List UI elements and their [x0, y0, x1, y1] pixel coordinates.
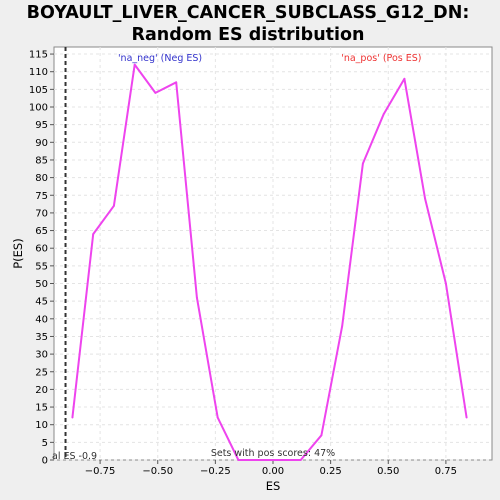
y-tick-label: 85 — [35, 155, 48, 166]
neg-es-label: 'na_neg' (Neg ES) — [118, 53, 202, 64]
y-tick-label: 90 — [35, 138, 48, 149]
y-tick-label: 55 — [35, 261, 48, 272]
data-point — [444, 282, 447, 285]
data-point — [92, 233, 95, 235]
data-point — [71, 416, 74, 419]
data-point — [113, 204, 115, 207]
chart-title: BOYAULT_LIVER_CANCER_SUBCLASS_G12_DN: — [27, 3, 470, 23]
x-tick-label: −0.25 — [200, 466, 231, 477]
data-point — [133, 63, 136, 66]
data-point — [154, 91, 157, 94]
y-tick-label: 45 — [35, 297, 48, 308]
y-tick-label: 5 — [42, 438, 48, 449]
y-axis: 0 5 10 15 20 25 30 35 40 45 50 55 60 65 70 75 80 85 90 95 10… — [29, 50, 54, 467]
data-point — [382, 113, 385, 115]
chart-subtitle: Random ES distribution — [131, 25, 364, 45]
y-tick-label: 80 — [35, 173, 48, 184]
y-tick-label: 30 — [35, 350, 48, 361]
y-tick-label: 100 — [29, 103, 48, 114]
y-tick-label: 105 — [29, 85, 48, 96]
data-point — [279, 459, 281, 461]
y-tick-label: 95 — [35, 120, 48, 131]
data-point — [341, 324, 344, 327]
actual-es-text: al ES -0.9 — [52, 451, 97, 462]
data-point — [196, 296, 198, 299]
y-tick-label: 20 — [35, 385, 48, 396]
y-tick-label: 10 — [35, 420, 48, 431]
y-tick-label: 0 — [42, 456, 48, 467]
data-point — [424, 197, 427, 200]
data-point — [320, 434, 323, 437]
es-distribution-line — [71, 63, 468, 461]
data-point — [403, 77, 406, 80]
y-tick-label: 40 — [35, 314, 48, 325]
y-tick-label: 65 — [35, 226, 48, 237]
y-tick-label: 25 — [35, 367, 48, 378]
y-tick-label: 110 — [29, 67, 48, 78]
pos-score-text: Sets with pos scores: 47% — [211, 448, 335, 459]
x-tick-label: −0.50 — [142, 466, 173, 477]
y-tick-label: 35 — [35, 332, 48, 343]
y-tick-label: 70 — [35, 208, 48, 219]
data-point — [299, 459, 302, 461]
y-tick-label: 60 — [35, 244, 48, 255]
x-tick-label: 0.75 — [435, 466, 457, 477]
data-point — [175, 81, 178, 84]
y-tick-label: 75 — [35, 191, 48, 202]
y-axis-label: P(ES) — [11, 238, 25, 268]
grid — [54, 47, 492, 461]
data-point — [465, 416, 468, 419]
y-tick-label: 115 — [29, 50, 48, 61]
data-point — [237, 459, 240, 461]
data-point — [216, 416, 219, 419]
data-point — [362, 162, 364, 165]
data-point — [258, 459, 261, 461]
y-tick-label: 50 — [35, 279, 48, 290]
pos-es-label: 'na_pos' (Pos ES) — [341, 53, 421, 64]
x-tick-label: 0.50 — [377, 466, 399, 477]
x-tick-label: 0.25 — [319, 466, 341, 477]
series-layer — [71, 63, 468, 461]
x-tick-label: 0.00 — [262, 466, 284, 477]
x-tick-label: −0.75 — [85, 466, 116, 477]
x-axis-label: ES — [266, 479, 281, 493]
y-tick-label: 15 — [35, 403, 48, 414]
x-axis: −0.75 −0.50 −0.25 0.00 0.25 0.50 0.75 — [85, 460, 457, 477]
